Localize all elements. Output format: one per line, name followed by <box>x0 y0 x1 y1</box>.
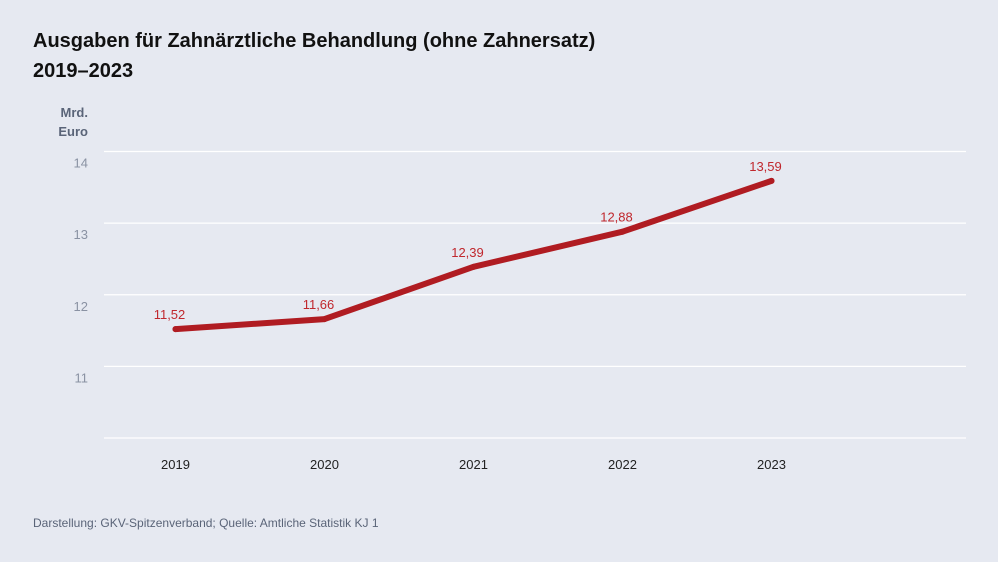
y-tick-label-14: 14 <box>74 156 88 171</box>
data-point-2023 <box>768 177 775 184</box>
x-tick-label-2022: 2022 <box>608 457 637 472</box>
y-axis-unit-line-2: Euro <box>58 124 88 139</box>
chart-title-line-1: Ausgaben für Zahnärztliche Behandlung (o… <box>33 30 596 52</box>
data-point-2020 <box>321 316 328 323</box>
y-tick-label-13: 13 <box>74 227 88 242</box>
data-point-2021 <box>470 263 477 270</box>
x-tick-label-2021: 2021 <box>459 457 488 472</box>
chart-title: Ausgaben für Zahnärztliche Behandlung (o… <box>33 26 595 86</box>
chart-title-line-2: 2019–2023 <box>33 60 134 82</box>
y-tick-label-11: 11 <box>75 370 89 385</box>
data-label-2019: 11,52 <box>154 307 186 322</box>
x-tick-label-2020: 2020 <box>310 457 339 472</box>
data-label-2023: 13,59 <box>749 159 782 174</box>
y-tick-label-12: 12 <box>74 299 88 314</box>
data-point-2022 <box>619 228 626 235</box>
y-axis-unit-label: Mrd. Euro <box>33 103 88 141</box>
x-tick-label-2019: 2019 <box>161 457 190 472</box>
y-axis-unit-line-1: Mrd. <box>60 105 88 120</box>
data-label-2022: 12,88 <box>600 210 633 225</box>
data-label-2021: 12,39 <box>451 245 484 260</box>
data-point-2019 <box>172 326 179 333</box>
data-label-2020: 11,66 <box>303 297 335 312</box>
x-tick-label-2023: 2023 <box>757 457 786 472</box>
source-note: Darstellung: GKV-Spitzenverband; Quelle:… <box>33 516 379 530</box>
